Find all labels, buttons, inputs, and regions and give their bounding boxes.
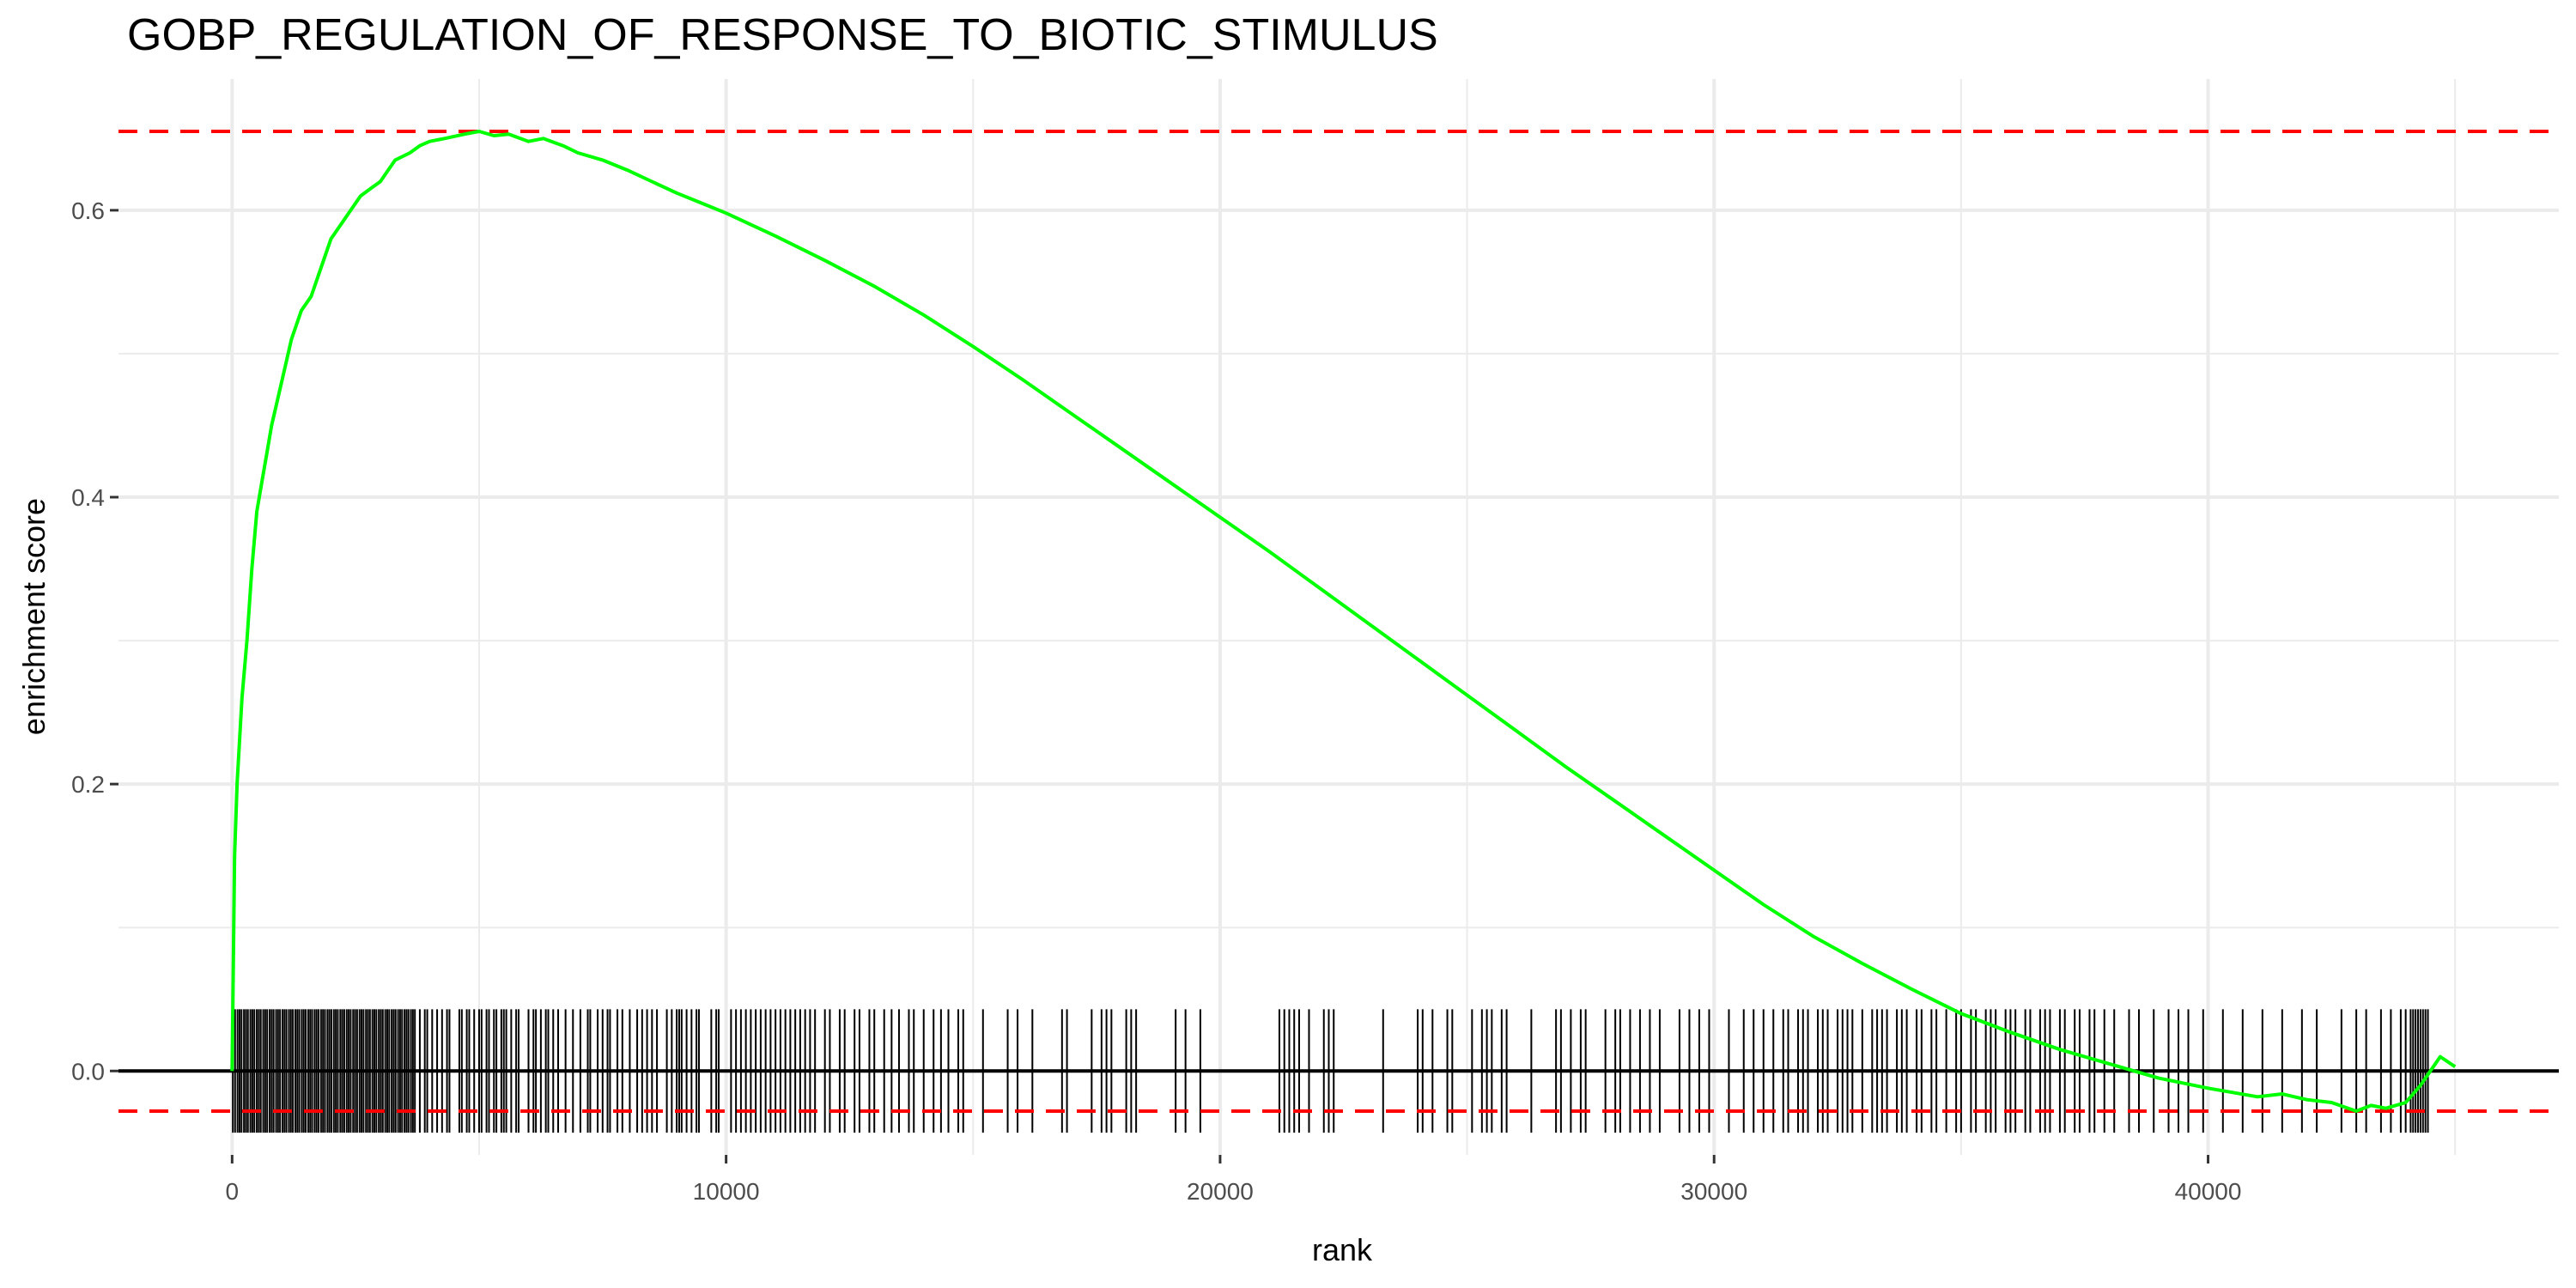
grid-lines [118, 79, 2559, 1155]
x-tick-label: 0 [226, 1178, 240, 1205]
chart-title: GOBP_REGULATION_OF_RESPONSE_TO_BIOTIC_ST… [127, 10, 1438, 60]
x-tick-label: 40000 [2175, 1178, 2242, 1205]
x-tick-label: 20000 [1187, 1178, 1254, 1205]
y-tick-label: 0.0 [71, 1058, 105, 1084]
y-tick-label: 0.4 [71, 484, 105, 511]
x-tick-label: 10000 [693, 1178, 760, 1205]
x-tick-label: 30000 [1680, 1178, 1747, 1205]
y-tick-label: 0.6 [71, 197, 105, 224]
y-axis-title: enrichment score [16, 498, 52, 735]
x-axis-title: rank [1312, 1232, 1373, 1267]
y-tick-label: 0.2 [71, 771, 105, 798]
enrichment-score-curve [230, 130, 2457, 1113]
axis-ticks: 0 10000 20000 30000 40000 0.0 0.2 0.4 0.6 [71, 197, 2241, 1205]
